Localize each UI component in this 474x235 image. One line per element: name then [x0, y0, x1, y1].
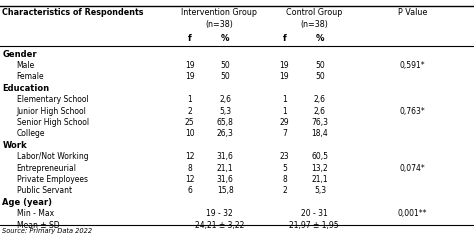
- Text: Public Servant: Public Servant: [17, 186, 72, 195]
- Text: 19: 19: [185, 72, 194, 81]
- Text: %: %: [316, 34, 324, 43]
- Text: Min - Max: Min - Max: [17, 209, 54, 218]
- Text: 21,1: 21,1: [311, 175, 328, 184]
- Text: 50: 50: [315, 72, 325, 81]
- Text: Characteristics of Respondents: Characteristics of Respondents: [2, 8, 144, 17]
- Text: 1: 1: [282, 95, 287, 104]
- Text: 10: 10: [185, 129, 194, 138]
- Text: 1: 1: [187, 95, 192, 104]
- Text: College: College: [17, 129, 45, 138]
- Text: Labor/Not Working: Labor/Not Working: [17, 152, 88, 161]
- Text: Female: Female: [17, 72, 44, 81]
- Text: Age (year): Age (year): [2, 198, 52, 207]
- Text: 19 - 32: 19 - 32: [206, 209, 233, 218]
- Text: 12: 12: [185, 152, 194, 161]
- Text: 5: 5: [282, 164, 287, 172]
- Text: P Value: P Value: [398, 8, 427, 17]
- Text: 65,8: 65,8: [217, 118, 234, 127]
- Text: 24,21 ± 3,22: 24,21 ± 3,22: [194, 220, 244, 230]
- Text: 18,4: 18,4: [311, 129, 328, 138]
- Text: 12: 12: [185, 175, 194, 184]
- Text: Male: Male: [17, 61, 35, 70]
- Text: Mean ± SD: Mean ± SD: [17, 220, 59, 230]
- Text: 50: 50: [220, 61, 230, 70]
- Text: 50: 50: [220, 72, 230, 81]
- Text: 23: 23: [280, 152, 289, 161]
- Text: 0,001**: 0,001**: [398, 209, 427, 218]
- Text: 5,3: 5,3: [314, 186, 326, 195]
- Text: 0,074*: 0,074*: [400, 164, 425, 172]
- Text: 2,6: 2,6: [314, 106, 326, 116]
- Text: 15,8: 15,8: [217, 186, 234, 195]
- Text: 31,6: 31,6: [217, 152, 234, 161]
- Text: Work: Work: [2, 141, 27, 150]
- Text: 50: 50: [315, 61, 325, 70]
- Text: 31,6: 31,6: [217, 175, 234, 184]
- Text: 21,97 ± 1,95: 21,97 ± 1,95: [289, 220, 339, 230]
- Text: 5,3: 5,3: [219, 106, 231, 116]
- Text: 7: 7: [282, 129, 287, 138]
- Text: f: f: [283, 34, 286, 43]
- Text: %: %: [221, 34, 229, 43]
- Text: f: f: [188, 34, 191, 43]
- Text: 8: 8: [187, 164, 192, 172]
- Text: Control Group: Control Group: [286, 8, 342, 17]
- Text: 1: 1: [282, 106, 287, 116]
- Text: Private Employees: Private Employees: [17, 175, 88, 184]
- Text: Intervention Group: Intervention Group: [181, 8, 257, 17]
- Text: 19: 19: [280, 61, 289, 70]
- Text: 76,3: 76,3: [311, 118, 328, 127]
- Text: Source: Primary Data 2022: Source: Primary Data 2022: [2, 228, 92, 234]
- Text: 29: 29: [280, 118, 289, 127]
- Text: Senior High School: Senior High School: [17, 118, 89, 127]
- Text: Elementary School: Elementary School: [17, 95, 88, 104]
- Text: 21,1: 21,1: [217, 164, 234, 172]
- Text: 20 - 31: 20 - 31: [301, 209, 328, 218]
- Text: 6: 6: [187, 186, 192, 195]
- Text: 13,2: 13,2: [311, 164, 328, 172]
- Text: (n=38): (n=38): [205, 20, 233, 29]
- Text: 19: 19: [280, 72, 289, 81]
- Text: 2,6: 2,6: [219, 95, 231, 104]
- Text: 2,6: 2,6: [314, 95, 326, 104]
- Text: 8: 8: [282, 175, 287, 184]
- Text: 60,5: 60,5: [311, 152, 328, 161]
- Text: 2: 2: [282, 186, 287, 195]
- Text: 19: 19: [185, 61, 194, 70]
- Text: Entrepreneurial: Entrepreneurial: [17, 164, 77, 172]
- Text: 26,3: 26,3: [217, 129, 234, 138]
- Text: 25: 25: [185, 118, 194, 127]
- Text: Junior High School: Junior High School: [17, 106, 86, 116]
- Text: 2: 2: [187, 106, 192, 116]
- Text: Education: Education: [2, 84, 49, 93]
- Text: (n=38): (n=38): [300, 20, 328, 29]
- Text: 0,763*: 0,763*: [400, 106, 425, 116]
- Text: Gender: Gender: [2, 50, 37, 59]
- Text: 0,591*: 0,591*: [400, 61, 425, 70]
